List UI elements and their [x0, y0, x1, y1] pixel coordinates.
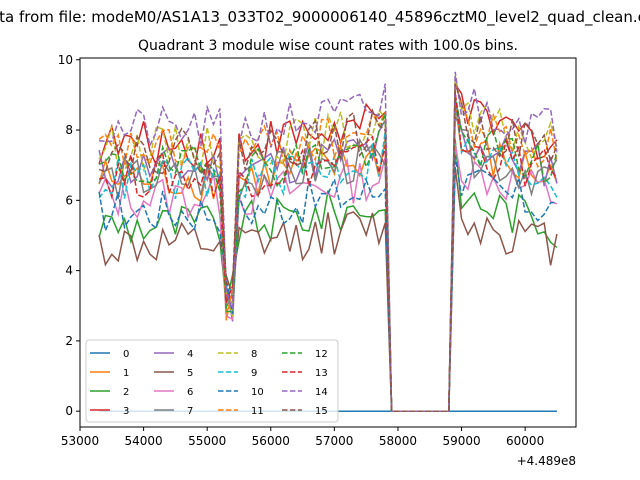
- x-tick-label: 59000: [442, 434, 480, 448]
- series-line-13: [98, 91, 558, 412]
- x-tick-label: 58000: [379, 434, 417, 448]
- legend-label-0: 0: [123, 349, 129, 360]
- y-tick-label: 0: [65, 404, 73, 418]
- series-line-14: [99, 71, 558, 412]
- legend-label-11: 11: [251, 406, 264, 417]
- legend-label-4: 4: [187, 349, 193, 360]
- series-line-11: [98, 85, 558, 412]
- x-axis-ticks: 53000 54000 55000 56000 57000 58000 59000 60000: [61, 427, 544, 448]
- x-tick-label: 55000: [188, 434, 226, 448]
- series-line-7: [98, 116, 558, 412]
- series-line-12: [98, 94, 558, 412]
- legend-label-14: 14: [315, 387, 328, 398]
- legend-label-6: 6: [187, 387, 193, 398]
- legend-label-2: 2: [123, 387, 129, 398]
- y-tick-label: 2: [65, 334, 73, 348]
- legend-label-7: 7: [187, 406, 193, 417]
- series-line-2: [98, 139, 558, 412]
- x-tick-label: 54000: [124, 434, 162, 448]
- chart-title: Quadrant 3 module wise count rates with …: [138, 38, 518, 54]
- x-tick-label: 53000: [61, 434, 99, 448]
- x-tick-label: 57000: [315, 434, 353, 448]
- series-line-10: [98, 155, 557, 412]
- legend-label-15: 15: [315, 406, 328, 417]
- legend-label-12: 12: [315, 349, 328, 360]
- plot-frame: [79, 57, 577, 428]
- y-tick-label: 6: [65, 193, 73, 207]
- axes: [79, 57, 577, 428]
- legend-label-1: 1: [123, 368, 129, 379]
- legend-label-8: 8: [251, 349, 257, 360]
- legend-label-5: 5: [187, 368, 193, 379]
- legend-label-3: 3: [123, 406, 129, 417]
- legend-label-13: 13: [315, 368, 328, 379]
- series-line-8: [98, 75, 558, 412]
- suptitle: Data from file: modeM0/AS1A13_033T02_900…: [0, 8, 640, 27]
- x-offset-label: +4.489e8: [517, 454, 576, 468]
- x-tick-label: 60000: [506, 434, 544, 448]
- series-line-6: [98, 143, 558, 412]
- y-tick-label: 8: [65, 123, 73, 137]
- legend-label-9: 9: [251, 368, 257, 379]
- series-line-5: [98, 167, 558, 412]
- legend-label-10: 10: [251, 387, 264, 398]
- legend-box: [85, 339, 339, 423]
- series-layer: [98, 71, 558, 412]
- series-line-4: [98, 99, 558, 412]
- y-tick-label: 10: [58, 53, 73, 67]
- x-tick-label: 56000: [252, 434, 290, 448]
- y-axis-ticks: 0 2 4 6 8 10: [58, 53, 80, 418]
- series-line-3: [98, 81, 558, 412]
- y-tick-label: 4: [65, 264, 73, 278]
